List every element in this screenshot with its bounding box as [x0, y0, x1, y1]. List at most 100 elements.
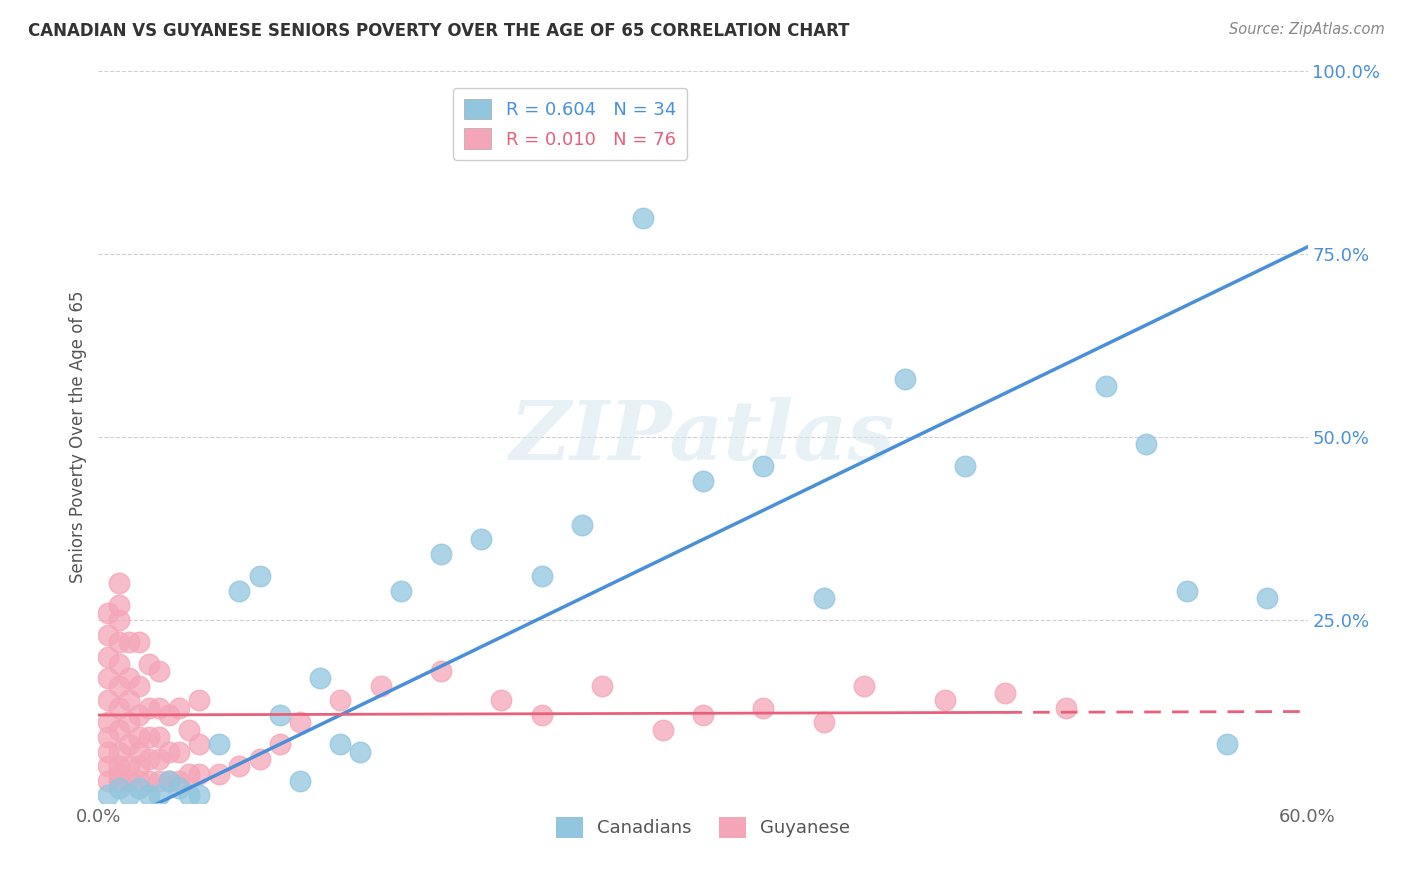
Point — [692, 474, 714, 488]
Point — [97, 606, 120, 620]
Point — [107, 781, 129, 796]
Point — [118, 773, 141, 788]
Point — [370, 679, 392, 693]
Point — [269, 737, 291, 751]
Point — [309, 672, 332, 686]
Text: ZIPatlas: ZIPatlas — [510, 397, 896, 477]
Point — [118, 693, 141, 707]
Point — [179, 723, 201, 737]
Point — [470, 533, 492, 547]
Point — [107, 723, 129, 737]
Point — [138, 752, 160, 766]
Point — [389, 583, 412, 598]
Point — [1054, 700, 1077, 714]
Point — [179, 766, 201, 780]
Point — [228, 583, 250, 598]
Point — [138, 730, 160, 744]
Point — [128, 708, 150, 723]
Point — [97, 715, 120, 730]
Point — [167, 700, 190, 714]
Point — [157, 773, 180, 788]
Point — [128, 745, 150, 759]
Point — [148, 773, 170, 788]
Point — [107, 766, 129, 780]
Point — [148, 664, 170, 678]
Point — [118, 672, 141, 686]
Point — [138, 657, 160, 671]
Point — [97, 789, 120, 803]
Point — [288, 773, 311, 788]
Point — [148, 730, 170, 744]
Point — [138, 789, 160, 803]
Point — [157, 708, 180, 723]
Point — [97, 649, 120, 664]
Point — [1135, 437, 1157, 451]
Point — [893, 371, 915, 385]
Point — [208, 766, 231, 780]
Point — [167, 773, 190, 788]
Point — [148, 789, 170, 803]
Point — [107, 635, 129, 649]
Point — [530, 569, 553, 583]
Point — [1216, 737, 1239, 751]
Point — [167, 781, 190, 796]
Point — [188, 789, 211, 803]
Point — [228, 759, 250, 773]
Point — [167, 745, 190, 759]
Text: CANADIAN VS GUYANESE SENIORS POVERTY OVER THE AGE OF 65 CORRELATION CHART: CANADIAN VS GUYANESE SENIORS POVERTY OVE… — [28, 22, 849, 40]
Point — [591, 679, 613, 693]
Point — [118, 635, 141, 649]
Point — [97, 627, 120, 641]
Text: Source: ZipAtlas.com: Source: ZipAtlas.com — [1229, 22, 1385, 37]
Point — [430, 664, 453, 678]
Point — [97, 759, 120, 773]
Point — [349, 745, 371, 759]
Point — [107, 613, 129, 627]
Point — [128, 781, 150, 796]
Point — [1175, 583, 1198, 598]
Point — [288, 715, 311, 730]
Point — [138, 700, 160, 714]
Point — [269, 708, 291, 723]
Point — [107, 679, 129, 693]
Point — [249, 752, 271, 766]
Point — [752, 459, 775, 474]
Point — [249, 569, 271, 583]
Point — [188, 737, 211, 751]
Point — [1256, 591, 1278, 605]
Point — [994, 686, 1017, 700]
Point — [118, 737, 141, 751]
Point — [208, 737, 231, 751]
Point — [118, 789, 141, 803]
Point — [107, 745, 129, 759]
Point — [953, 459, 976, 474]
Point — [128, 679, 150, 693]
Point — [107, 700, 129, 714]
Point — [329, 693, 352, 707]
Point — [157, 773, 180, 788]
Point — [530, 708, 553, 723]
Point — [97, 693, 120, 707]
Point — [752, 700, 775, 714]
Point — [430, 547, 453, 561]
Legend: Canadians, Guyanese: Canadians, Guyanese — [548, 810, 858, 845]
Point — [97, 745, 120, 759]
Point — [107, 576, 129, 591]
Point — [128, 773, 150, 788]
Point — [179, 789, 201, 803]
Point — [107, 759, 129, 773]
Point — [97, 672, 120, 686]
Point — [1095, 379, 1118, 393]
Point — [934, 693, 956, 707]
Point — [631, 211, 654, 225]
Point — [128, 730, 150, 744]
Point — [157, 745, 180, 759]
Point — [188, 766, 211, 780]
Point — [692, 708, 714, 723]
Y-axis label: Seniors Poverty Over the Age of 65: Seniors Poverty Over the Age of 65 — [69, 291, 87, 583]
Point — [188, 693, 211, 707]
Point — [128, 635, 150, 649]
Point — [148, 752, 170, 766]
Point — [118, 715, 141, 730]
Point — [813, 715, 835, 730]
